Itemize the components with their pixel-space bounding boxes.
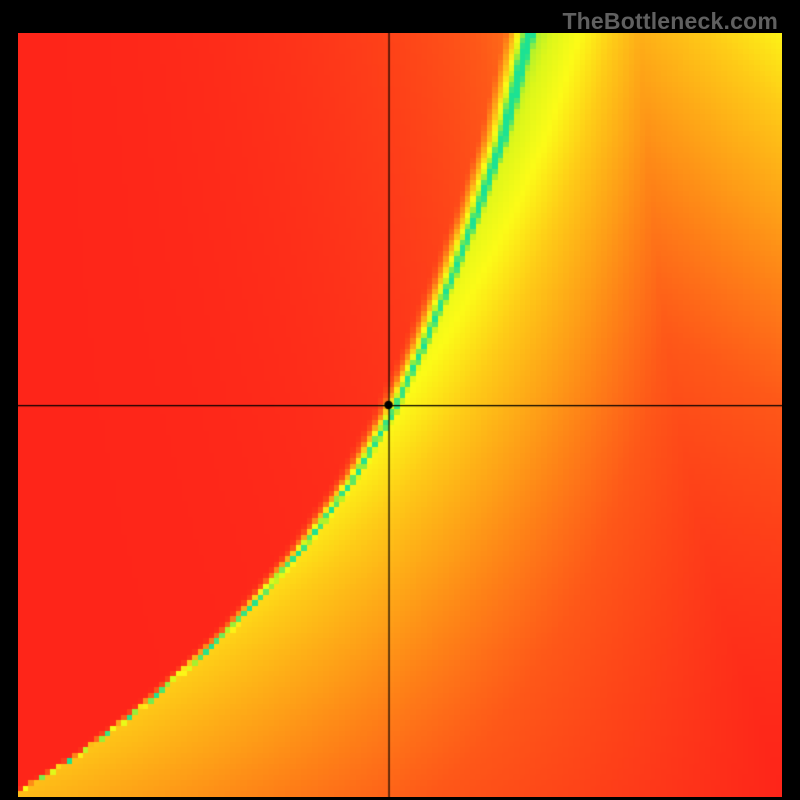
chart-container: TheBottleneck.com bbox=[0, 0, 800, 800]
watermark-text: TheBottleneck.com bbox=[562, 8, 778, 35]
heatmap-canvas bbox=[18, 33, 782, 797]
